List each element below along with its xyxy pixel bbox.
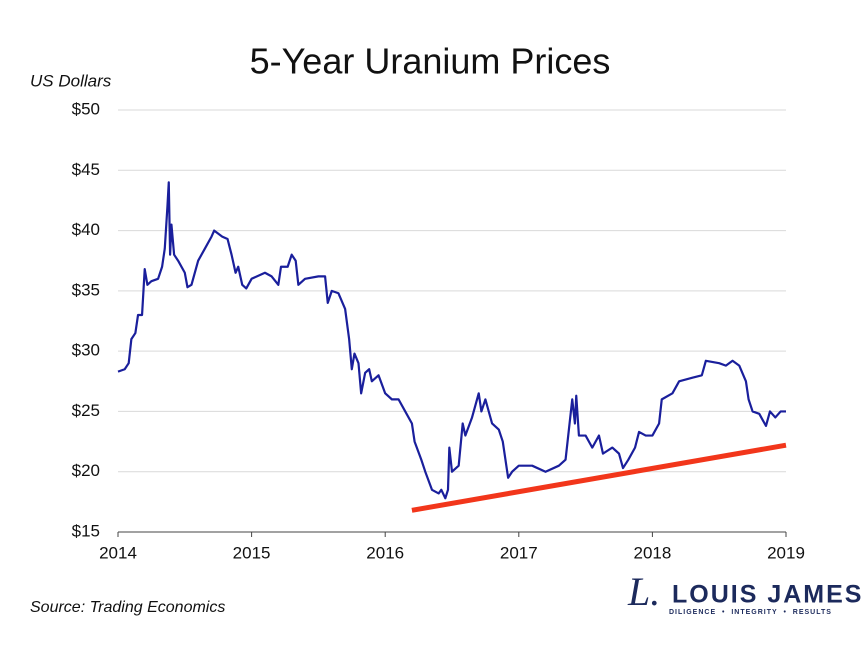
x-tick-label: 2014 [99,543,137,562]
y-tick-label: $15 [72,521,100,540]
logo-tagline: DILIGENCE • INTEGRITY • RESULTS [669,609,832,616]
x-tick-label: 2018 [633,543,671,562]
source-note: Source: Trading Economics [30,599,225,616]
y-tick-label: $35 [72,280,100,299]
y-tick-label: $20 [72,461,100,480]
y-tick-label: $40 [72,220,100,239]
y-axis-label: US Dollars [30,71,112,90]
x-tick-label: 2016 [366,543,404,562]
x-tick-label: 2015 [233,543,271,562]
price-line [117,181,786,500]
y-tick-label: $50 [72,99,100,118]
logo-mark: L. [627,569,660,614]
logo-name: LOUIS JAMES [672,581,863,609]
chart-title: 5-Year Uranium Prices [250,41,611,82]
x-tick-label: 2017 [500,543,538,562]
y-tick-label: $25 [72,401,100,420]
y-tick-label: $45 [72,160,100,179]
y-tick-label: $30 [72,341,100,360]
trend-line [411,442,787,513]
x-tick-label: 2019 [767,543,805,562]
